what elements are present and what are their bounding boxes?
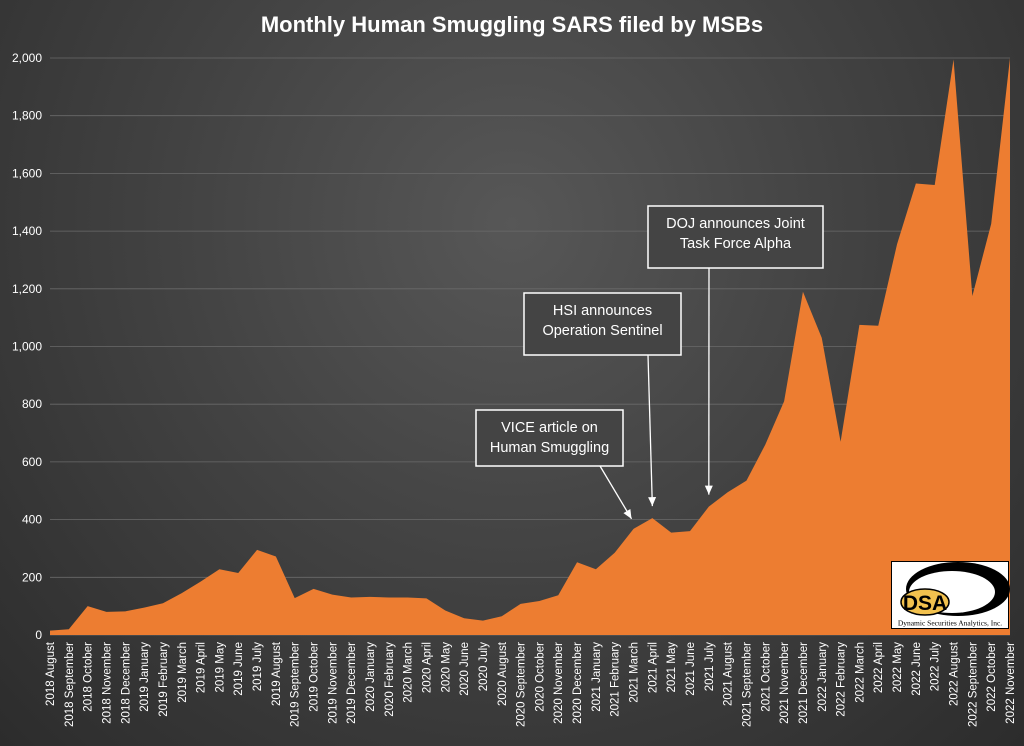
- x-tick-label: 2022 June: [911, 642, 923, 696]
- x-tick-label: 2022 November: [1005, 642, 1017, 724]
- x-tick-label: 2019 October: [309, 642, 321, 712]
- x-tick-label: 2021 January: [591, 642, 603, 712]
- arrowhead-icon: [648, 497, 657, 507]
- chart-title: Monthly Human Smuggling SARS filed by MS…: [261, 12, 763, 37]
- x-tick-label: 2019 September: [290, 642, 302, 727]
- x-tick-label: 2018 August: [45, 641, 57, 706]
- x-tick-label: 2019 January: [139, 642, 151, 712]
- annotation-text: Human Smuggling: [490, 440, 609, 456]
- x-tick-label: 2022 February: [836, 642, 848, 717]
- y-tick-label: 200: [22, 570, 42, 584]
- x-tick-label: 2020 November: [553, 642, 565, 724]
- y-tick-label: 1,600: [12, 166, 42, 180]
- x-tick-label: 2019 November: [327, 642, 339, 724]
- x-tick-label: 2021 December: [798, 642, 810, 724]
- x-tick-label: 2018 December: [120, 642, 132, 724]
- x-tick-label: 2019 June: [233, 642, 245, 696]
- area-series: [49, 57, 1011, 635]
- x-axis-ticks: 2018 August 2018 September 2018 October 201…: [45, 641, 1017, 727]
- x-tick-label: 2020 April: [421, 642, 433, 693]
- x-tick-label: 2021 September: [741, 642, 753, 727]
- x-tick-label: 2022 October: [986, 642, 998, 712]
- arrowhead-icon: [623, 509, 632, 519]
- x-tick-label: 2020 September: [516, 642, 528, 727]
- annotation-text: HSI announces: [553, 303, 652, 319]
- y-axis-ticks: 0 200 400 600 800 1,000 1,200 1,400 1,600 1,800 2,…: [12, 51, 42, 642]
- annotation-text: VICE article on: [501, 420, 598, 436]
- area-fill: [50, 58, 1010, 635]
- annotation-text: Task Force Alpha: [680, 236, 792, 252]
- y-tick-label: 0: [35, 628, 42, 642]
- logo-caption: Dynamic Securities Analytics, Inc.: [898, 619, 1002, 628]
- x-tick-label: 2018 September: [64, 642, 76, 727]
- x-tick-label: 2019 February: [158, 642, 170, 717]
- x-tick-label: 2022 March: [854, 642, 866, 703]
- x-tick-label: 2020 July: [478, 642, 490, 691]
- x-tick-label: 2018 November: [101, 642, 113, 724]
- x-tick-label: 2019 May: [214, 642, 226, 693]
- x-tick-label: 2019 July: [252, 642, 264, 691]
- x-tick-label: 2022 August: [949, 641, 961, 706]
- x-tick-label: 2022 April: [873, 642, 885, 693]
- x-tick-label: 2020 August: [497, 641, 509, 706]
- logo-badge-icon: [900, 588, 950, 616]
- y-tick-label: 800: [22, 397, 42, 411]
- x-tick-label: 2020 January: [365, 642, 377, 712]
- x-tick-label: 2020 February: [384, 642, 396, 717]
- annotation-box: [475, 409, 624, 467]
- y-tick-label: 1,400: [12, 224, 42, 238]
- x-tick-label: 2021 May: [666, 642, 678, 693]
- annotation-arrow: [647, 354, 654, 507]
- x-tick-label: 2021 June: [685, 642, 697, 696]
- annotation-arrow: [599, 465, 633, 520]
- x-tick-label: 2022 January: [817, 642, 829, 712]
- y-tick-label: 1,000: [12, 340, 42, 354]
- x-tick-label: 2021 October: [760, 642, 772, 712]
- x-tick-label: 2019 April: [196, 642, 208, 693]
- logo-mark: DSA: [903, 592, 947, 615]
- x-tick-label: 2021 February: [610, 642, 622, 717]
- x-tick-label: 2019 December: [346, 642, 358, 724]
- annotation-box: [523, 292, 682, 356]
- x-tick-label: 2020 March: [403, 642, 415, 703]
- x-tick-label: 2019 August: [271, 641, 283, 706]
- y-tick-label: 400: [22, 513, 42, 527]
- x-tick-label: 2018 October: [83, 642, 95, 712]
- annotation-text: DOJ announces Joint: [666, 216, 805, 232]
- annotations: VICE article on Human Smuggling HSI announ…: [475, 205, 824, 520]
- y-tick-label: 1,800: [12, 109, 42, 123]
- x-tick-label: 2021 July: [704, 642, 716, 691]
- y-tick-label: 2,000: [12, 51, 42, 65]
- x-tick-label: 2021 March: [629, 642, 641, 703]
- x-tick-label: 2022 July: [930, 642, 942, 691]
- y-tick-label: 1,200: [12, 282, 42, 296]
- dsa-logo: DSA Dynamic Securities Analytics, Inc.: [891, 561, 1010, 629]
- x-tick-label: 2021 August: [723, 641, 735, 706]
- x-tick-label: 2019 March: [177, 642, 189, 703]
- arrowhead-icon: [704, 485, 713, 495]
- x-tick-label: 2020 December: [572, 642, 584, 724]
- annotation-text: Operation Sentinel: [542, 323, 662, 339]
- x-tick-label: 2022 May: [892, 642, 904, 693]
- logo-caption-band: [892, 617, 1008, 628]
- x-tick-label: 2020 May: [440, 642, 452, 693]
- x-tick-label: 2020 June: [459, 642, 471, 696]
- annotation-box: [647, 205, 824, 269]
- x-tick-label: 2022 September: [967, 642, 979, 727]
- x-tick-label: 2021 April: [647, 642, 659, 693]
- x-tick-label: 2021 November: [779, 642, 791, 724]
- y-tick-label: 600: [22, 455, 42, 469]
- x-tick-label: 2020 October: [534, 642, 546, 712]
